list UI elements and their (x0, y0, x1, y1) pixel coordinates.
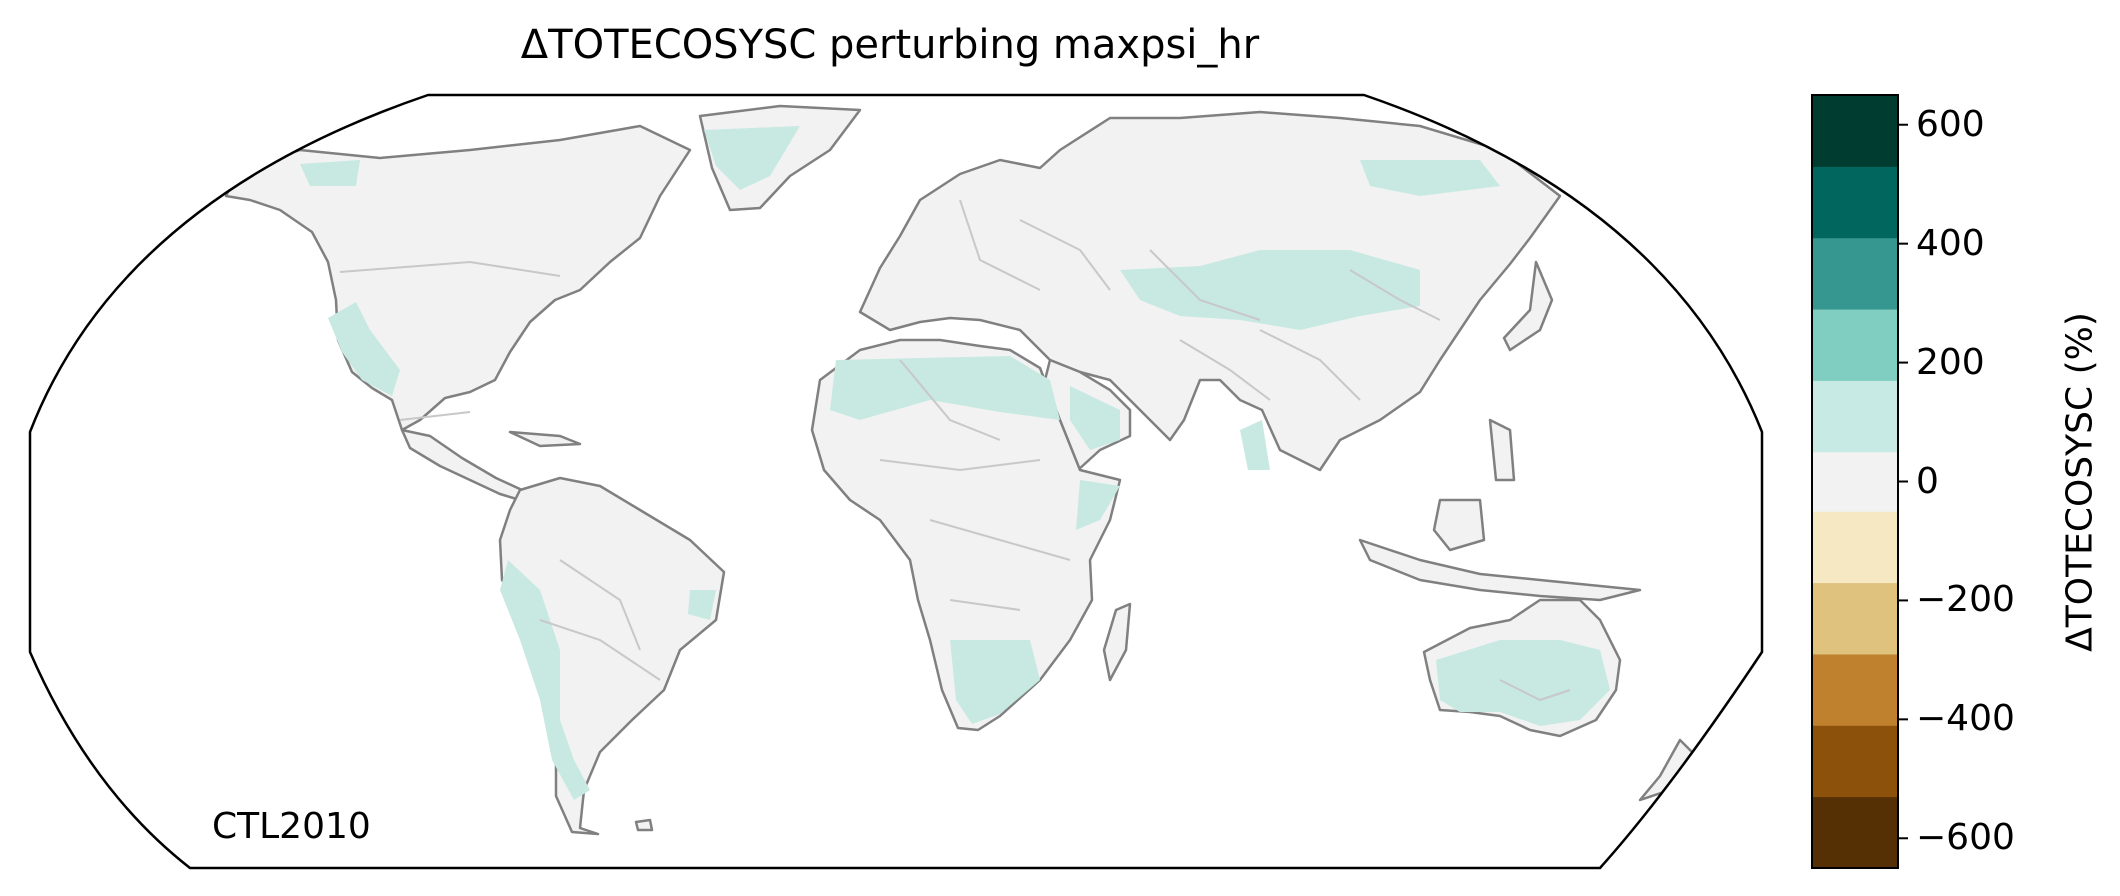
highlight-patch-arabia (1070, 386, 1120, 450)
colorbar-segment (1812, 166, 1898, 239)
land-madagascar (1102, 602, 1132, 682)
colorbar-tick-label: −200 (1916, 579, 2015, 621)
map-title: ΔTOTECOSYSC perturbing maxpsi_hr (520, 22, 1260, 68)
highlight-patch-horn-africa (1076, 480, 1120, 530)
colorbar-tick-label: 400 (1916, 222, 1985, 264)
highlight-patch-southern-africa (950, 640, 1040, 724)
colorbar-segment (1812, 309, 1898, 381)
colorbar-segment (1812, 653, 1898, 726)
colorbar-segment (1812, 796, 1898, 869)
colorbar-segment (1812, 237, 1898, 310)
colorbar-label: ΔTOTECOSYSC (%) (2059, 312, 2101, 652)
highlight-patch-central-asia (1120, 250, 1420, 330)
colorbar-tick-label: 600 (1916, 103, 1985, 145)
land-borneo (1432, 498, 1486, 552)
colorbar-segment (1812, 95, 1898, 167)
highlight-patch-sahara (830, 356, 1060, 420)
colorbar-tick-label: 200 (1916, 341, 1985, 383)
land-philippines (1488, 418, 1516, 482)
land-japan (1502, 260, 1554, 352)
highlight-patch-brazil (688, 590, 716, 620)
colorbar-tick-label: −400 (1916, 698, 2015, 740)
highlight-patch-western-na (328, 302, 400, 396)
land-cuba (508, 430, 582, 448)
highlight-layer (300, 126, 1610, 800)
highlight-patch-alaska (300, 160, 360, 186)
highlight-patch-india (1240, 420, 1270, 470)
land-falklands (634, 818, 654, 832)
colorbar-segment (1812, 725, 1898, 798)
land-north-america (224, 124, 692, 432)
land-africa (810, 338, 1122, 732)
highlight-patch-greenland (704, 126, 800, 190)
country-borders (339, 199, 1571, 702)
colorbar-tick-label: −600 (1916, 817, 2015, 859)
highlight-patch-siberia (1360, 160, 1500, 196)
colorbar-segment (1812, 380, 1898, 453)
colorbar-segment (1812, 582, 1898, 655)
land-indonesia (1358, 538, 1642, 602)
highlight-patch-australia (1436, 640, 1610, 726)
colorbar-tick-label: 0 (1916, 460, 1939, 502)
highlight-patch-andes (500, 560, 590, 800)
scenario-label: CTL2010 (212, 806, 371, 847)
colorbar-segment (1812, 511, 1898, 584)
colorbar-segment (1812, 451, 1898, 512)
map-frame (28, 93, 1764, 870)
